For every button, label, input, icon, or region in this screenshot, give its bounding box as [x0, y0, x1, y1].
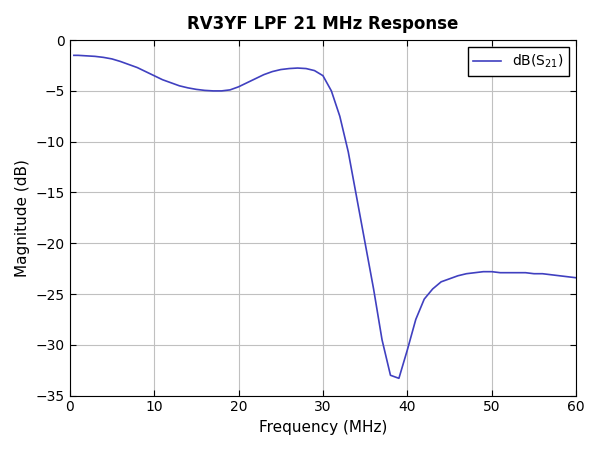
Legend: dB(S$_{21}$): dB(S$_{21}$) — [467, 47, 569, 76]
Title: RV3YF LPF 21 MHz Response: RV3YF LPF 21 MHz Response — [187, 15, 458, 33]
X-axis label: Frequency (MHz): Frequency (MHz) — [259, 420, 387, 435]
Y-axis label: Magnitude (dB): Magnitude (dB) — [15, 159, 30, 277]
